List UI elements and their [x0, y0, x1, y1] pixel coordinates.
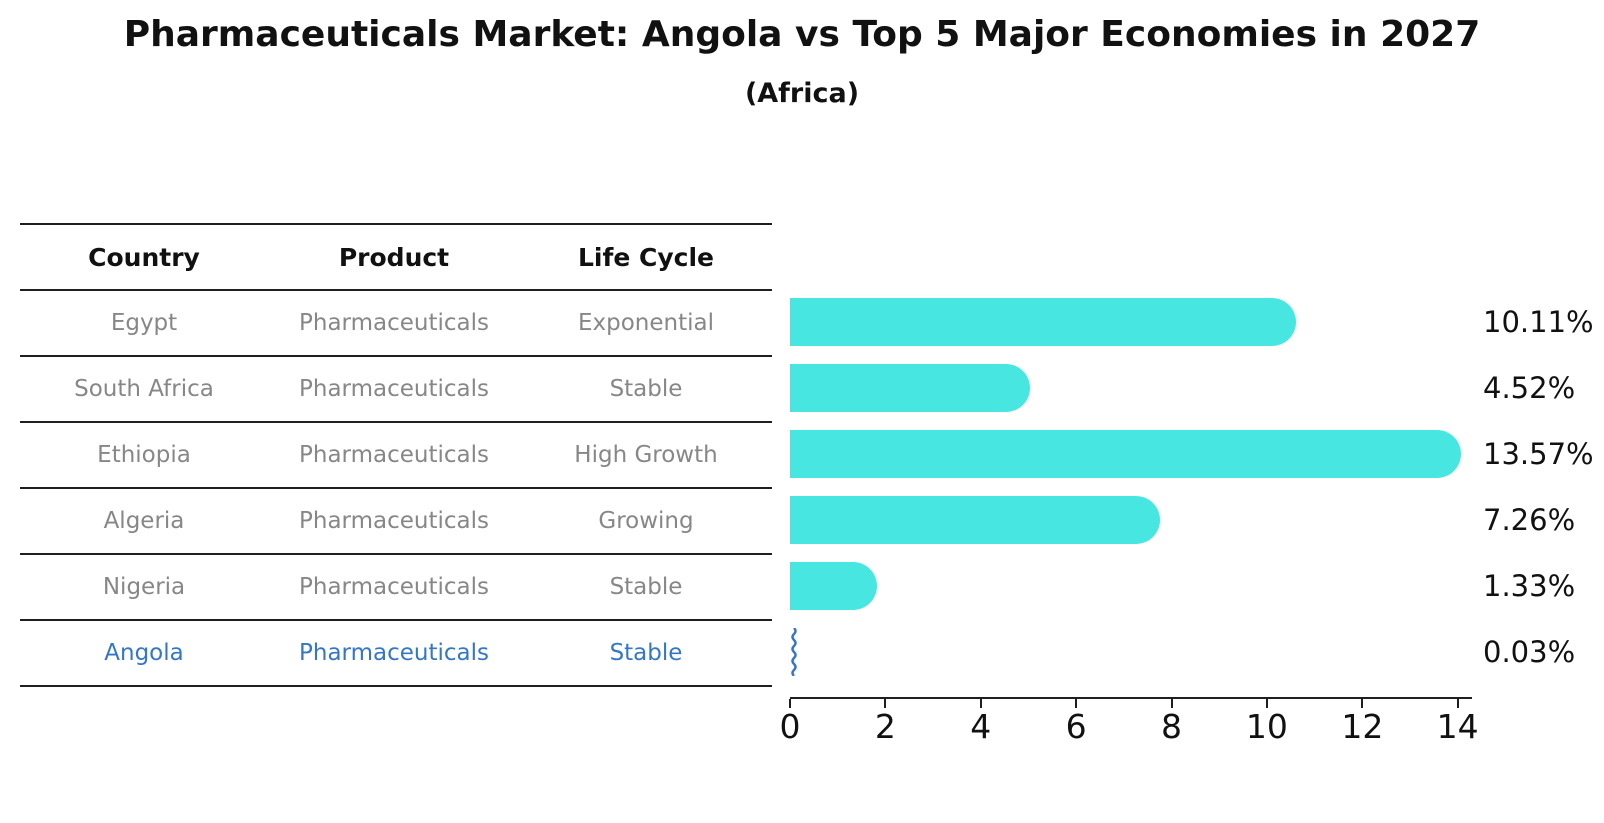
cell-country: South Africa: [74, 376, 214, 402]
x-axis: 0 2 4 6 8 10 12 14: [780, 697, 1479, 743]
cell-country: Angola: [104, 640, 184, 666]
cell-product: Pharmaceuticals: [299, 310, 489, 336]
tick-mark: [789, 699, 791, 708]
data-table: Country Product Life Cycle Egypt Pharmac…: [20, 223, 772, 687]
cell-life-cycle: Exponential: [577, 310, 714, 336]
bar-row: [790, 619, 1472, 685]
tick-mark: [1456, 699, 1459, 708]
cell-country: Ethiopia: [97, 442, 191, 468]
value-labels-column: 10.11% 4.52% 13.57% 7.26% 1.33% 0.03%: [1483, 289, 1604, 685]
table-row: South Africa Pharmaceuticals Stable: [20, 357, 772, 423]
cell-life-cycle: High Growth: [574, 442, 718, 468]
table-row: Egypt Pharmaceuticals Exponential: [20, 291, 772, 357]
column-header-life-cycle: Life Cycle: [577, 242, 715, 272]
bar-row: [790, 421, 1472, 487]
value-label-angola: 0.03%: [1483, 635, 1576, 669]
bar-row: [790, 553, 1472, 619]
tick-label: 2: [874, 707, 896, 746]
bar-row: [790, 355, 1472, 421]
tick-label: 6: [1065, 707, 1087, 746]
column-header-product: Product: [338, 242, 450, 272]
bar-row: [790, 487, 1472, 553]
tick-label: 12: [1341, 707, 1384, 746]
table-header-row: Country Product Life Cycle: [20, 223, 772, 291]
tick-mark: [1075, 699, 1078, 708]
cell-life-cycle: Stable: [609, 574, 683, 600]
tick-mark: [884, 699, 887, 708]
bar-egypt: [790, 298, 1297, 346]
bar-nigeria: [790, 562, 878, 610]
bar-ethiopia: [790, 430, 1462, 478]
cell-country: Algeria: [103, 508, 185, 534]
cell-country: Egypt: [110, 310, 178, 336]
squiggle-line-icon: [791, 628, 797, 676]
value-label-south-africa: 4.52%: [1483, 371, 1576, 405]
cell-life-cycle: Growing: [598, 508, 694, 534]
tick-label: 0: [779, 707, 801, 746]
tick-label: 4: [970, 707, 992, 746]
value-label-egypt: 10.11%: [1483, 305, 1594, 339]
table-row: Nigeria Pharmaceuticals Stable: [20, 555, 772, 621]
value-label-nigeria: 1.33%: [1483, 569, 1576, 603]
value-label-algeria: 7.26%: [1483, 503, 1576, 537]
cell-country: Nigeria: [102, 574, 186, 600]
bar-south-africa: [790, 364, 1030, 412]
cell-life-cycle: Stable: [609, 640, 683, 666]
tick-label: 8: [1161, 707, 1182, 746]
bar-algeria: [790, 496, 1161, 544]
cell-product: Pharmaceuticals: [299, 640, 489, 666]
cell-product: Pharmaceuticals: [299, 376, 489, 402]
cell-product: Pharmaceuticals: [299, 574, 489, 600]
table-row: Ethiopia Pharmaceuticals High Growth: [20, 423, 772, 489]
table-row-angola: Angola Pharmaceuticals Stable: [20, 621, 772, 687]
bar-row: [790, 289, 1472, 355]
tick-label: 14: [1436, 707, 1479, 746]
value-label-ethiopia: 13.57%: [1483, 437, 1594, 471]
chart-subtitle: (Africa): [744, 78, 860, 109]
table-row: Algeria Pharmaceuticals Growing: [20, 489, 772, 555]
cell-product: Pharmaceuticals: [299, 442, 489, 468]
chart-title: Pharmaceuticals Market: Angola vs Top 5 …: [123, 14, 1481, 55]
tick-label: 10: [1245, 707, 1288, 746]
column-header-country: Country: [88, 242, 200, 272]
tick-mark: [1170, 699, 1173, 708]
bar-angola-squiggle: [790, 628, 798, 676]
bar-plot-area: [790, 289, 1472, 685]
tick-mark: [1361, 699, 1364, 708]
cell-life-cycle: Stable: [609, 376, 683, 402]
tick-mark: [979, 699, 982, 708]
tick-mark: [1265, 699, 1268, 708]
cell-product: Pharmaceuticals: [299, 508, 489, 534]
